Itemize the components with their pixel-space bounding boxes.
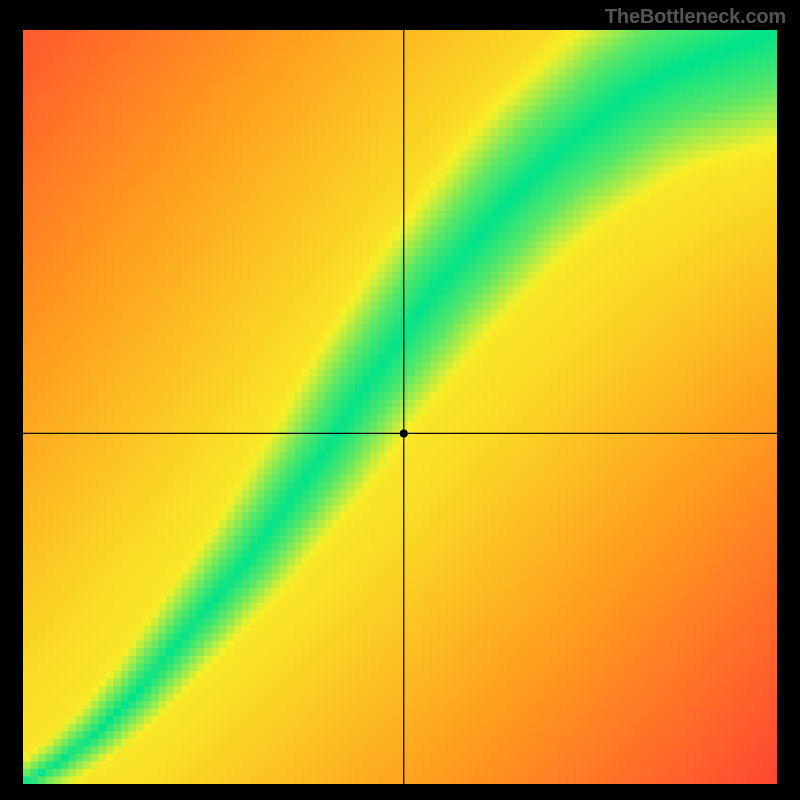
watermark-text: TheBottleneck.com [605, 6, 786, 29]
chart-container: TheBottleneck.com [0, 0, 800, 800]
heatmap-plot-area [23, 30, 777, 784]
heatmap-canvas [23, 30, 777, 784]
